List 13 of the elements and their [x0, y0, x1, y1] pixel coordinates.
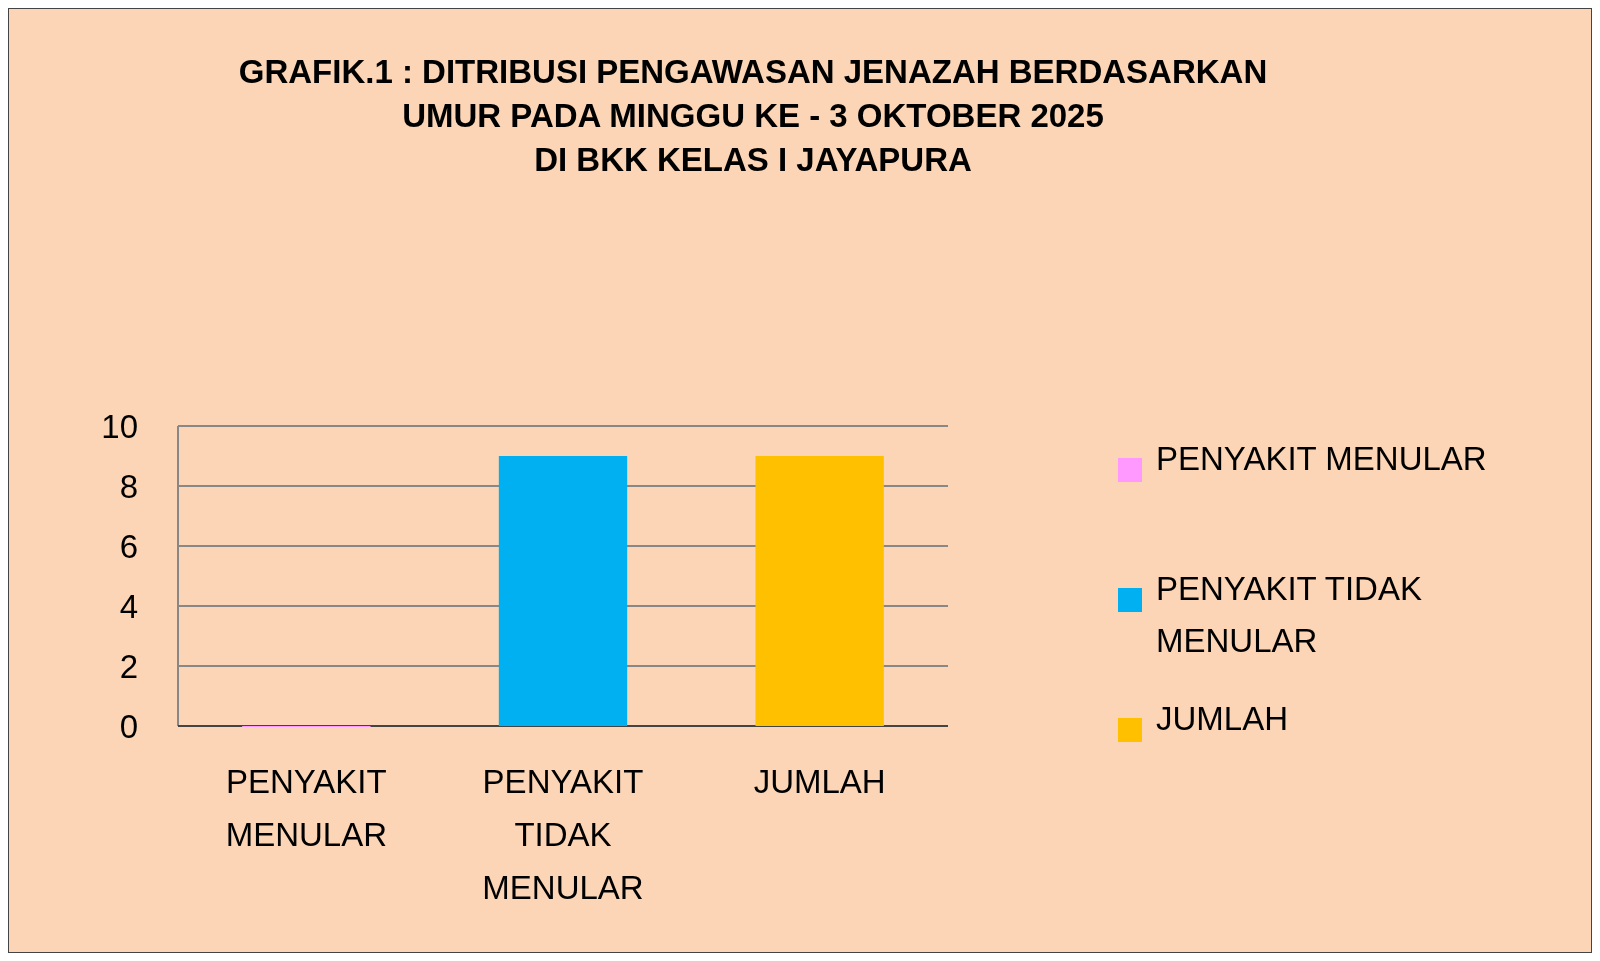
legend-label: PENYAKIT MENULAR — [1156, 440, 1487, 477]
x-tick-label: PENYAKIT TIDAK MENULAR — [482, 763, 644, 906]
legend-label: JUMLAH — [1156, 700, 1289, 737]
y-tick-label: 4 — [119, 587, 138, 625]
x-tick-label: JUMLAH — [753, 763, 886, 800]
y-tick-label: 2 — [119, 647, 138, 685]
x-tick-label: PENYAKIT MENULAR — [225, 763, 388, 853]
y-tick-label: 10 — [101, 407, 138, 445]
legend-label: PENYAKIT TIDAK MENULAR — [1156, 570, 1422, 659]
chart-title: GRAFIK.1 : DITRIBUSI PENGAWASAN JENAZAH BERDASARKAN UMUR PADA MINGGU KE - 3 OKTOBER 2025 DI BKK KELAS I JAYAPURA — [238, 53, 1268, 178]
y-tick-label: 8 — [119, 467, 138, 505]
y-tick-label: 6 — [119, 527, 138, 565]
y-tick-label: 0 — [119, 707, 138, 745]
